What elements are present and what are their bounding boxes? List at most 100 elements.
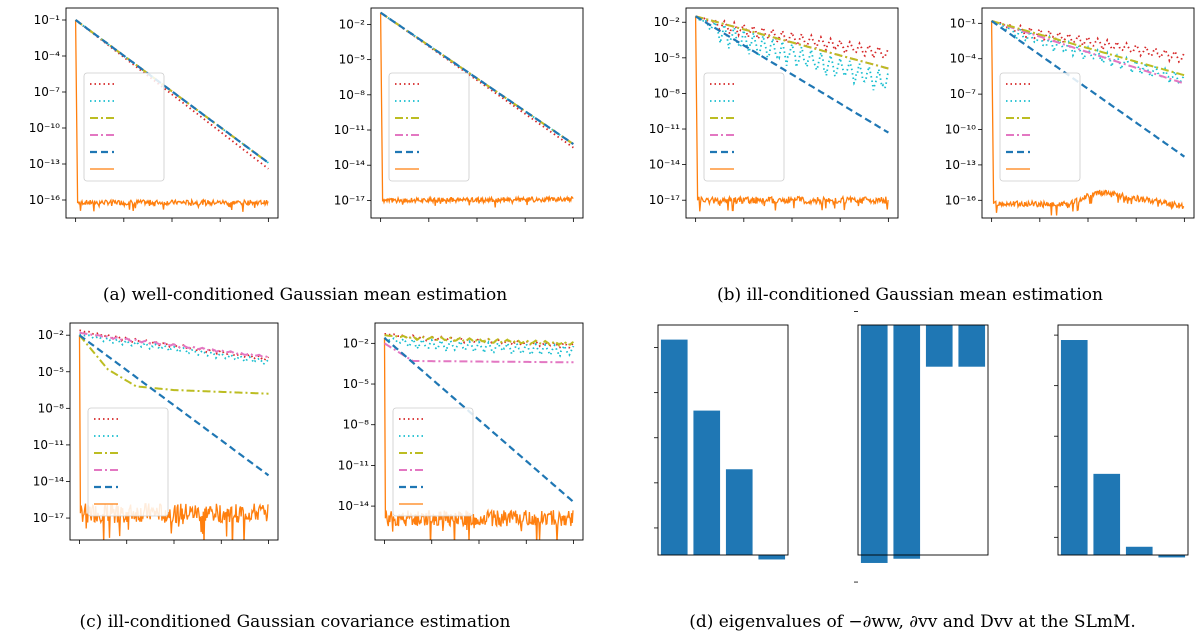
chart-b-generator-series-gdn (695, 15, 889, 134)
chart-c-generator-ytick-label: 10⁻² (38, 328, 65, 342)
chart-b-discriminator-ytick-label: 10⁻¹⁰ (945, 123, 976, 137)
chart-c-generator-series-gda-20 (79, 333, 270, 366)
chart-d-vv-bar-2 (893, 325, 921, 559)
chart-c-generator-series-gdn (78, 334, 270, 477)
chart-d-dvv-bar-4 (1158, 555, 1186, 558)
chart-b-generator-ytick-label: 10⁻¹⁴ (649, 158, 680, 172)
chart-c-discriminator-series-gda-20 (384, 337, 575, 358)
chart-b-discriminator-frame (981, 7, 1195, 219)
chart-c-discriminator-ytick-label: 10⁻¹¹ (338, 458, 369, 472)
chart-a-generator-frame (65, 7, 279, 219)
chart-a-generator-ytick-label: 10⁻⁷ (34, 85, 61, 99)
chart-b-discriminator-ytick-label: 10⁻¹³ (945, 158, 976, 172)
chart-c-discriminator-svg: 10⁻¹⁴ 10⁻¹¹ 10⁻⁸ 10⁻⁵ 10⁻² (338, 322, 584, 544)
chart-c-generator-frame (69, 322, 279, 541)
chart-b-generator-ytick-label: 10⁻¹¹ (649, 122, 680, 136)
chart-d-vv-frame (857, 324, 989, 556)
chart-a-discriminator-ytick-label: 10⁻² (339, 17, 366, 31)
chart-c-discriminator-series-gdn (383, 337, 575, 503)
chart-b-generator-ytick-label: 10⁻¹⁷ (649, 193, 680, 207)
chart-c-generator-ytick-label: 10⁻¹⁴ (33, 474, 64, 488)
chart-b-discriminator-series-2ts-gda (991, 20, 1186, 64)
chart-a-discriminator-svg: 10⁻¹⁷ 10⁻¹⁴ 10⁻¹¹ 10⁻⁸ 10⁻⁵ 10⁻² (334, 7, 584, 222)
chart-c-generator: 10⁻¹⁷ 10⁻¹⁴ 10⁻¹¹ 10⁻⁸ 10⁻⁵ 10⁻² (0, 315, 295, 590)
chart-d-ww-svg (654, 324, 789, 560)
chart-b-generator-legend (703, 72, 785, 182)
chart-a-generator: 10⁻¹⁶ 10⁻¹³ 10⁻¹⁰ 10⁻⁷ 10⁻⁴ 10⁻¹ (0, 0, 295, 265)
chart-a-discriminator-ytick-label: 10⁻¹⁴ (334, 158, 365, 172)
chart-d-ww (600, 315, 800, 590)
chart-a-discriminator-ytick-label: 10⁻⁸ (339, 88, 366, 102)
chart-c-generator-ytick-label: 10⁻¹¹ (33, 438, 64, 452)
chart-d-ww-bar-3 (725, 469, 753, 555)
chart-c-discriminator-series-tgda (384, 334, 574, 347)
chart-a-discriminator-ytick-label: 10⁻⁵ (339, 53, 366, 67)
chart-a-generator-series-cn (74, 19, 269, 212)
chart-d-vv-bar-3 (925, 325, 953, 367)
chart-c-generator-series-tgda (78, 334, 269, 395)
chart-b-generator-frame (685, 7, 899, 219)
chart-a-generator-ytick-label: 10⁻¹³ (29, 157, 60, 171)
chart-c-discriminator-frame (374, 322, 584, 541)
chart-c-generator-ytick-label: 10⁻⁵ (38, 365, 65, 379)
chart-b-discriminator-svg: 10⁻¹⁶ 10⁻¹³ 10⁻¹⁰ 10⁻⁷ 10⁻⁴ 10⁻¹ (945, 7, 1195, 222)
chart-a-discriminator-legend (388, 72, 470, 182)
chart-b-discriminator-ytick-label: 10⁻¹⁶ (945, 193, 976, 207)
chart-b-generator-ytick-label: 10⁻⁸ (654, 86, 681, 100)
chart-c-discriminator: 10⁻¹⁴ 10⁻¹¹ 10⁻⁸ 10⁻⁵ 10⁻² (295, 315, 600, 590)
chart-b-generator-series-cn (694, 16, 889, 212)
chart-a-generator-ytick-label: 10⁻¹⁶ (29, 193, 60, 207)
chart-b-generator-series-2ts-gda (695, 15, 890, 61)
chart-c-discriminator-legend (392, 407, 474, 517)
chart-b-discriminator-ytick-label: 10⁻⁴ (950, 52, 977, 66)
chart-d-vv-bar-1 (860, 325, 888, 563)
chart-d-dvv-bar-2 (1093, 473, 1121, 555)
chart-a-generator-series-gdn (74, 19, 270, 164)
chart-a-discriminator-frame (370, 7, 584, 219)
chart-a-generator-svg: 10⁻¹⁶ 10⁻¹³ 10⁻¹⁰ 10⁻⁷ 10⁻⁴ 10⁻¹ (29, 7, 279, 222)
chart-b-discriminator-ytick-label: 10⁻⁷ (950, 87, 977, 101)
chart-b-generator-series-tgda (695, 15, 889, 70)
chart-d-vv (800, 311, 1000, 590)
chart-a-generator-legend (83, 72, 165, 182)
chart-a-discriminator-series-cn (379, 12, 574, 208)
chart-b-discriminator-series-tgda (991, 20, 1185, 77)
caption-c: (c) ill-conditioned Gaussian covariance … (79, 612, 511, 632)
chart-b-discriminator-ytick-label: 10⁻¹ (950, 16, 977, 30)
chart-a-generator-ytick-label: 10⁻¹ (34, 13, 61, 27)
chart-a-discriminator-series-gdn (380, 11, 574, 146)
caption-a: (a) well-conditioned Gaussian mean estim… (102, 285, 508, 305)
chart-a-generator-ytick-label: 10⁻⁴ (34, 49, 61, 63)
chart-d-ww-bar-2 (693, 410, 721, 555)
chart-c-discriminator-ytick-label: 10⁻⁸ (343, 418, 370, 432)
chart-c-generator-legend (87, 407, 169, 517)
chart-a-discriminator-series-2ts-gda (380, 11, 574, 149)
chart-d-vv-svg (854, 311, 989, 583)
chart-b-generator: 10⁻¹⁷ 10⁻¹⁴ 10⁻¹¹ 10⁻⁸ 10⁻⁵ 10⁻² (600, 0, 899, 265)
caption-b: (b) ill-conditioned Gaussian mean estima… (717, 285, 1103, 305)
chart-b-generator-svg: 10⁻¹⁷ 10⁻¹⁴ 10⁻¹¹ 10⁻⁸ 10⁻⁵ 10⁻² (649, 7, 899, 222)
chart-d-dvv-bar-1 (1060, 340, 1088, 555)
chart-c-generator-svg: 10⁻¹⁷ 10⁻¹⁴ 10⁻¹¹ 10⁻⁸ 10⁻⁵ 10⁻² (33, 322, 279, 544)
chart-d-dvv-svg (1054, 324, 1189, 558)
chart-d-dvv-bar-3 (1125, 546, 1153, 555)
chart-c-generator-ytick-label: 10⁻¹⁷ (33, 511, 64, 525)
chart-a-discriminator-ytick-label: 10⁻¹⁷ (334, 193, 365, 207)
chart-c-discriminator-series-fr (383, 342, 574, 364)
chart-a-discriminator: 10⁻¹⁷ 10⁻¹⁴ 10⁻¹¹ 10⁻⁸ 10⁻⁵ 10⁻² (295, 0, 600, 265)
chart-a-generator-ytick-label: 10⁻¹⁰ (29, 121, 60, 135)
chart-c-discriminator-ytick-label: 10⁻⁵ (343, 377, 370, 391)
chart-c-discriminator-ytick-label: 10⁻² (343, 336, 370, 350)
caption-d: (d) eigenvalues of −∂ww, ∂vv and Dvv at … (689, 612, 1136, 632)
chart-d-ww-frame (657, 324, 789, 556)
chart-b-generator-ytick-label: 10⁻² (654, 15, 681, 29)
chart-b-discriminator-series-cn (990, 20, 1185, 216)
chart-b-discriminator-legend (999, 72, 1081, 182)
chart-d-ww-bar-4 (758, 555, 786, 560)
chart-d-vv-bar-4 (958, 325, 986, 367)
chart-b-discriminator: 10⁻¹⁶ 10⁻¹³ 10⁻¹⁰ 10⁻⁷ 10⁻⁴ 10⁻¹ (895, 0, 1200, 265)
chart-c-generator-series-fr (79, 331, 269, 359)
chart-c-discriminator-series-cn (383, 337, 574, 540)
chart-b-generator-ytick-label: 10⁻⁵ (654, 51, 681, 65)
chart-d-ww-bar-1 (660, 339, 688, 555)
